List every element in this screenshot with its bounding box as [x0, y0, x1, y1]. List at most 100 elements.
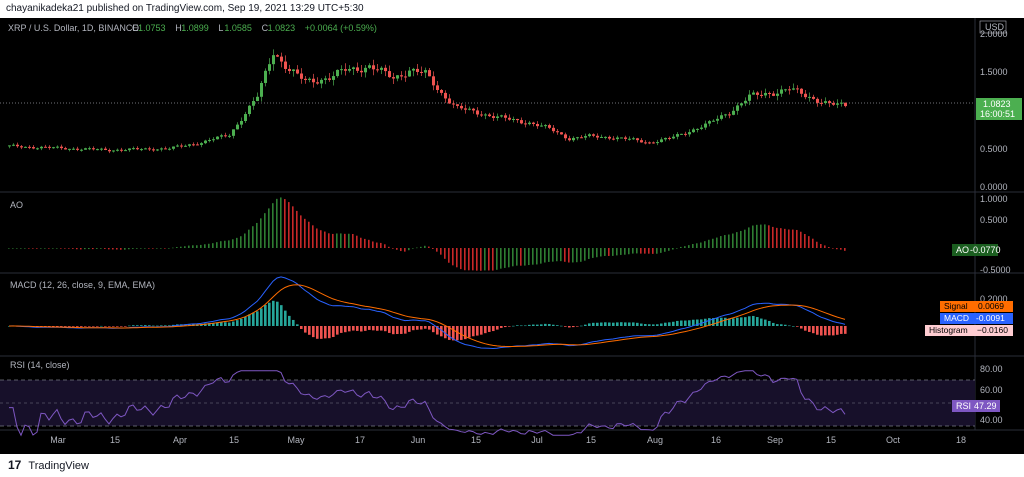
candle-body: [488, 114, 491, 117]
ao-bar: [272, 203, 274, 248]
ao-bar: [208, 243, 210, 248]
macd-hist-bar: [160, 325, 163, 326]
symbol-title[interactable]: XRP / U.S. Dollar, 1D, BINANCE: [8, 23, 138, 33]
macd-hist-bar: [776, 324, 779, 326]
ao-title[interactable]: AO: [10, 200, 23, 210]
ao-bar: [836, 248, 838, 250]
ao-bar: [244, 233, 246, 248]
chart-area[interactable]: XRP / U.S. Dollar, 1D, BINANCE O 1.0753 H 1…: [0, 18, 1024, 454]
candle-body: [164, 148, 167, 150]
axis-tick-label: 0.5000: [980, 144, 1008, 154]
ao-bar: [624, 248, 626, 255]
ao-bar: [552, 248, 554, 262]
macd-hist-bar: [436, 326, 439, 335]
time-axis-label: Oct: [886, 435, 901, 445]
candle-body: [416, 68, 419, 72]
macd-pane[interactable]: MACD (12, 26, close, 9, EMA, EMA) 0.2000…: [8, 276, 1013, 350]
ao-bar: [744, 229, 746, 248]
ao-bar: [200, 244, 202, 248]
ao-bar: [636, 248, 638, 254]
ao-bar: [172, 247, 174, 249]
candle-body: [388, 71, 391, 78]
candle-body: [552, 127, 555, 132]
ao-bar: [564, 248, 566, 262]
ao-bar: [528, 248, 530, 266]
candle-body: [820, 102, 823, 104]
ao-axis[interactable]: 1.0000 0.5000 -0.5000: [980, 194, 1011, 275]
histogram-badge: [925, 325, 1013, 336]
candle-body: [140, 149, 143, 151]
macd-hist-bar: [784, 324, 787, 326]
ao-bar: [688, 245, 690, 248]
macd-hist-bar: [628, 322, 631, 326]
candle-body: [640, 140, 643, 143]
ao-pane[interactable]: AO 1.0000 0.5000 -0.5000 AO -0.0770: [8, 194, 1011, 275]
ao-bar: [672, 248, 674, 250]
rsi-title[interactable]: RSI (14, close): [10, 360, 70, 370]
footer-brand-text[interactable]: TradingView: [28, 460, 89, 472]
ao-bar: [428, 246, 430, 248]
candle-body: [340, 69, 343, 71]
currency-label-box[interactable]: [979, 20, 1007, 34]
macd-title[interactable]: MACD (12, 26, close, 9, EMA, EMA): [10, 280, 155, 290]
ao-bar: [288, 202, 290, 248]
ao-bar: [440, 248, 442, 255]
ohlc-values: O1.0753 H 1.0899 L 1.0585 C 1.0823 +0.0064 (+0.…: [132, 23, 377, 33]
candle-body: [548, 125, 551, 128]
candle-body: [724, 114, 727, 116]
ao-bar: [296, 210, 298, 248]
macd-hist-bar: [212, 322, 215, 326]
candle-body: [612, 138, 615, 140]
ao-bar: [312, 225, 314, 248]
candle-body: [264, 70, 267, 83]
ao-bar: [120, 248, 122, 250]
macd-hist-bar: [588, 323, 591, 326]
candle-body: [252, 101, 255, 106]
macd-hist-bar: [96, 326, 99, 327]
macd-hist-bar: [688, 320, 691, 326]
rsi-pane[interactable]: RSI (14, close) 80.00 60.00 40.00 RSI 47.2…: [0, 360, 1003, 437]
main-pane[interactable]: XRP / U.S. Dollar, 1D, BINANCE O1.0753 H 1…: [0, 20, 1022, 192]
macd-hist-bar: [480, 326, 483, 335]
ao-bar: [364, 238, 366, 248]
ohlc-key: C: [262, 23, 269, 33]
macd-axis[interactable]: 0.2000: [980, 294, 1008, 304]
ao-value-badge: [952, 244, 998, 256]
macd-hist-bar: [428, 326, 431, 330]
candle-body: [732, 110, 735, 115]
macd-hist-bar: [280, 305, 283, 326]
candle-body: [444, 92, 447, 99]
ao-bar: [768, 225, 770, 248]
macd-hist-bar: [284, 310, 287, 326]
ao-bar: [544, 248, 546, 263]
macd-hist-bar: [148, 325, 151, 326]
currency-label[interactable]: USD: [985, 22, 1005, 32]
candle-body: [576, 137, 579, 139]
macd-hist-bar: [416, 326, 419, 330]
candle-body: [624, 137, 627, 139]
macd-hist-bar: [792, 325, 795, 327]
candle-body: [256, 96, 259, 102]
ao-bar: [324, 231, 326, 248]
candle-body: [308, 78, 311, 80]
signal-line: [9, 284, 846, 347]
time-axis-label: Mar: [50, 435, 66, 445]
candle-body: [244, 114, 247, 121]
ao-bar: [596, 248, 598, 258]
candle-body: [296, 69, 299, 74]
publish-info-bar: chayanikadeka21 published on TradingView…: [0, 0, 1024, 18]
macd-hist-bar: [828, 326, 831, 336]
candle-body: [664, 137, 667, 140]
time-axis[interactable]: Mar 15 Apr 15 May 17 Jun 15 Jul 15 Aug 16 Sep 15 Oct 18: [50, 435, 966, 445]
rsi-axis[interactable]: 80.00 60.00 40.00: [980, 364, 1003, 425]
candles-series[interactable]: [8, 49, 847, 154]
macd-hist-bar: [544, 323, 547, 326]
tradingview-logo-icon[interactable]: 17: [8, 458, 22, 472]
rsi-value-badge: [952, 400, 1000, 412]
candle-body: [840, 102, 843, 104]
ao-bar: [580, 248, 582, 262]
macd-hist-bar: [388, 326, 391, 333]
chart-svg[interactable]: XRP / U.S. Dollar, 1D, BINANCE O1.0753 H 1…: [0, 18, 1024, 454]
macd-hist-bar: [808, 326, 811, 332]
candle-body: [512, 118, 515, 120]
